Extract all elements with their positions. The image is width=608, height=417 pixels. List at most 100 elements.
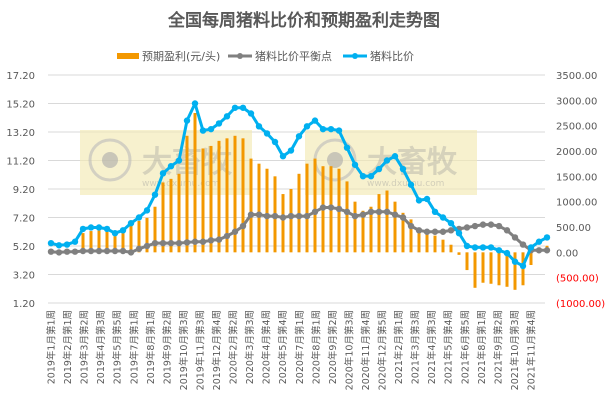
breakeven-point — [111, 247, 119, 255]
profit-bar — [137, 220, 141, 253]
breakeven-point — [383, 208, 391, 215]
breakeven-point — [151, 239, 159, 247]
ratio-point — [519, 262, 527, 270]
x-axis-tick-label: 2019年1月第1周 — [46, 310, 58, 384]
ratio-point — [247, 110, 255, 117]
breakeven-point — [327, 204, 335, 211]
ratio-point — [351, 161, 359, 168]
breakeven-point — [535, 247, 543, 254]
x-axis-tick-label: 2021年5月第4周 — [443, 310, 455, 384]
legend-marker-ratio — [352, 53, 358, 59]
ratio-point — [167, 163, 175, 170]
profit-bars — [49, 113, 549, 290]
x-axis-tick-label: 2021年3月第3周 — [410, 310, 422, 384]
profit-bar — [449, 244, 453, 253]
x-axis-tick-label: 2020年11月第4周 — [360, 310, 372, 390]
profit-bar — [177, 173, 181, 253]
ratio-point — [103, 225, 111, 233]
ratio-point — [487, 244, 495, 251]
ratio-point — [407, 181, 415, 188]
breakeven-point — [479, 221, 487, 228]
ratio-point — [343, 144, 351, 151]
breakeven-point — [87, 247, 95, 255]
x-axis-tick-label: 2020年10月第3周 — [343, 310, 355, 390]
ratio-point — [143, 207, 151, 214]
ratio-point — [191, 100, 199, 107]
right-axis-labels: 3500.00 3000.00 2500.00 2000.00 1500.00 1000.… — [556, 71, 605, 310]
profit-bar — [465, 252, 469, 271]
ratio-point — [423, 195, 431, 203]
right-axis-tick-label: (1000.00) — [556, 299, 605, 310]
profit-bar — [417, 229, 421, 253]
breakeven-point — [47, 248, 55, 255]
profit-bar — [385, 190, 389, 253]
ratio-point — [215, 120, 223, 127]
left-axis-tick-label: 9.20 — [13, 185, 35, 196]
ratio-point — [255, 123, 263, 130]
ratio-point — [55, 242, 63, 249]
profit-bar — [145, 217, 149, 253]
ratio-point — [119, 227, 127, 234]
breakeven-point — [143, 242, 151, 250]
ratio-point — [455, 229, 463, 237]
profit-bar — [217, 140, 221, 253]
ratio-point — [79, 225, 87, 233]
breakeven-point — [159, 239, 167, 247]
breakeven-point — [423, 228, 431, 235]
breakeven-point — [191, 238, 199, 245]
breakeven-point — [63, 248, 71, 255]
x-axis-tick-label: 2021年9月第2周 — [492, 310, 504, 384]
left-axis-tick-label: 7.20 — [13, 214, 35, 225]
ratio-point — [503, 249, 511, 257]
x-axis-tick-label: 2020年2月第2周 — [228, 310, 240, 384]
breakeven-point — [311, 208, 319, 215]
breakeven-point — [71, 248, 79, 255]
left-axis-tick-label: 3.20 — [13, 271, 35, 282]
profit-bar — [401, 212, 405, 253]
ratio-point — [327, 125, 335, 133]
watermark-logo-eye-icon — [327, 152, 343, 168]
legend-swatch-profit — [117, 53, 139, 59]
ratio-point — [295, 133, 303, 140]
breakeven-point — [103, 247, 111, 255]
breakeven-point — [495, 222, 503, 230]
ratio-point — [111, 229, 119, 237]
ratio-point — [311, 117, 319, 124]
ratio-point — [183, 117, 191, 124]
ratio-line — [47, 100, 551, 270]
profit-bar — [89, 231, 93, 253]
profit-bar — [105, 231, 109, 253]
ratio-point — [527, 244, 535, 251]
profit-bar — [529, 252, 533, 265]
profit-bar — [313, 158, 317, 253]
ratio-point — [391, 153, 399, 160]
x-axis-tick-label: 2019年2月第1周 — [62, 310, 74, 384]
right-axis-tick-label: 2500.00 — [556, 122, 597, 133]
profit-bar — [361, 210, 365, 253]
x-axis-tick-label: 2021年10月第3周 — [509, 310, 521, 390]
profit-bar — [185, 135, 189, 253]
profit-bar — [265, 168, 269, 253]
ratio-point — [303, 123, 311, 130]
ratio-point — [471, 244, 479, 251]
profit-bar — [113, 236, 117, 253]
breakeven-point — [447, 227, 455, 234]
right-axis-tick-label: 1000.00 — [556, 198, 597, 209]
breakeven-point — [239, 222, 247, 230]
ratio-point — [71, 238, 79, 245]
ratio-point — [399, 165, 407, 173]
breakeven-point — [303, 212, 311, 220]
right-axis-tick-label: 0.00 — [556, 248, 578, 259]
x-axis-labels: 2019年1月第1周 2019年2月第1周 2019年3月第2周 2019年4月第3周… — [46, 310, 538, 390]
profit-bar — [305, 163, 309, 253]
breakeven-point — [335, 205, 343, 213]
breakeven-point — [279, 214, 287, 221]
breakeven-point — [79, 247, 87, 255]
ratio-point — [543, 234, 551, 241]
profit-bar — [81, 233, 85, 253]
ratio-point — [375, 165, 383, 173]
breakeven-point — [199, 238, 207, 245]
profit-bar — [97, 230, 101, 253]
legend-label-ratio: 猪料比价 — [370, 49, 414, 63]
